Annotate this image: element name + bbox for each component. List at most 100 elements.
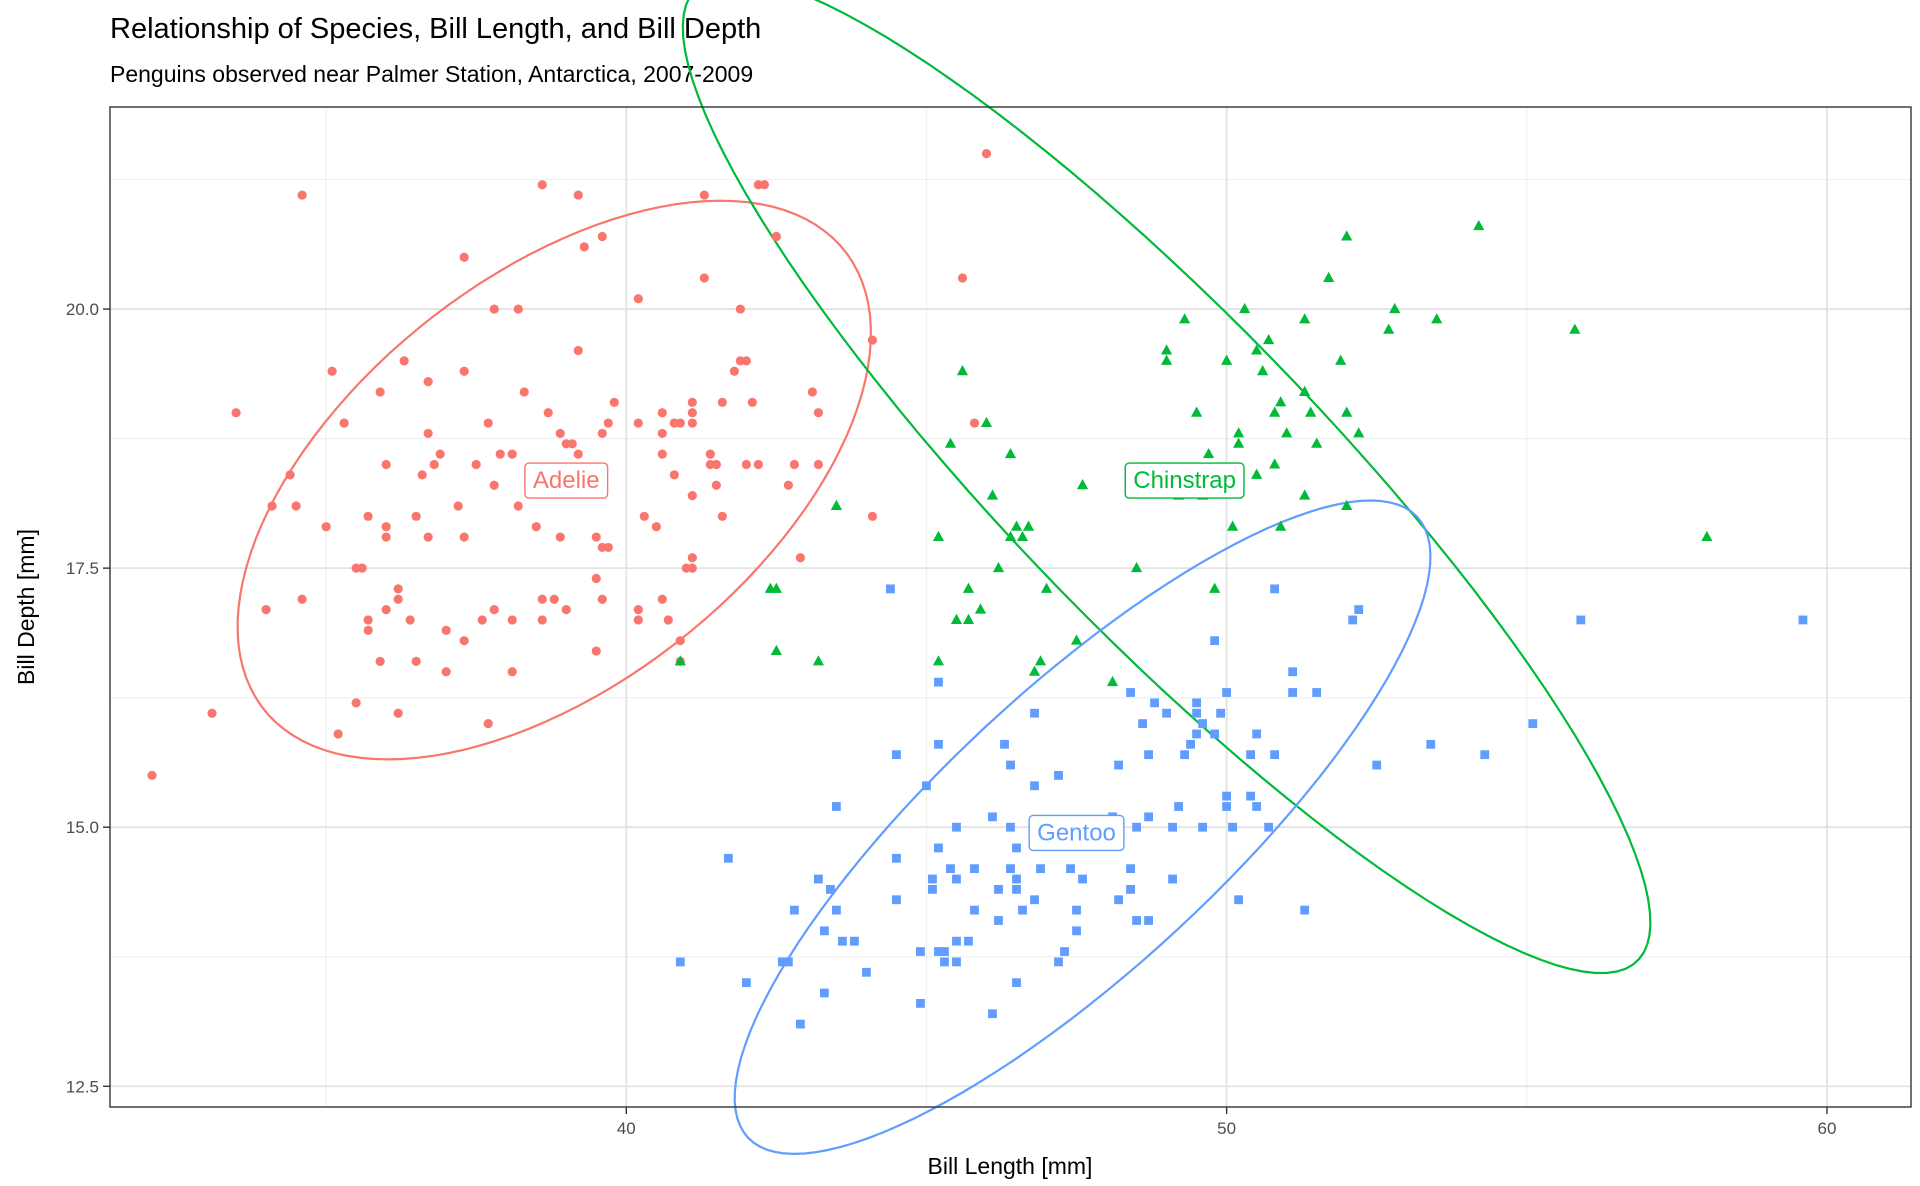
gentoo-point [838, 936, 847, 946]
adelie-point [579, 242, 589, 252]
gentoo-point [1246, 791, 1256, 801]
gentoo-point [1222, 802, 1232, 811]
adelie-point [393, 594, 403, 604]
gentoo-point [819, 926, 829, 936]
gentoo-point [940, 957, 949, 967]
adelie-point [759, 180, 769, 190]
gentoo-point [1126, 688, 1135, 697]
adelie-point [603, 542, 613, 553]
adelie-point [477, 615, 487, 625]
adelie-point [957, 273, 968, 283]
adelie-point [669, 470, 679, 480]
y-tick-label: 17.5 [66, 559, 99, 578]
chinstrap-point [1341, 230, 1353, 241]
gentoo-point [1006, 864, 1015, 874]
adelie-point [495, 449, 505, 459]
gentoo-point [1288, 667, 1298, 677]
gentoo-point [934, 677, 943, 687]
adelie-point [357, 563, 367, 573]
gentoo-point [934, 843, 943, 853]
adelie-point [297, 594, 307, 604]
adelie-point [597, 428, 607, 439]
chinstrap-point [1160, 354, 1173, 365]
chinstrap-point [1221, 354, 1233, 365]
gentoo-point [892, 895, 901, 905]
adelie-point [519, 387, 529, 397]
chinstrap-point [1106, 675, 1119, 687]
adelie-point [489, 604, 499, 615]
gentoo-point [964, 936, 973, 946]
adelie-point [147, 770, 157, 780]
gentoo-point [1264, 822, 1274, 832]
adelie-point [687, 563, 697, 573]
gentoo-point [1144, 916, 1153, 925]
adelie-ellipse [236, 199, 872, 761]
gentoo-point [1576, 615, 1586, 625]
gentoo-point [1138, 719, 1147, 728]
chinstrap-point [1010, 520, 1023, 531]
chinstrap-point [962, 582, 975, 593]
gentoo-point [1114, 895, 1123, 905]
gentoo-point [952, 822, 961, 832]
adelie-point [423, 377, 433, 387]
gentoo-point [934, 947, 943, 956]
adelie-point [285, 470, 295, 480]
gentoo-point [795, 1019, 805, 1029]
adelie-point [435, 449, 445, 459]
chinstrap-point [1269, 406, 1281, 417]
adelie-point [555, 532, 565, 542]
chinstrap-point [1701, 530, 1713, 542]
adelie-point [537, 180, 547, 190]
chinstrap-point [1022, 520, 1035, 531]
chinstrap-point [1070, 634, 1083, 645]
adelie-point [513, 304, 523, 314]
adelie-point [393, 708, 403, 718]
gentoo-point [952, 957, 961, 967]
gentoo-point [1132, 916, 1141, 925]
chinstrap-ellipse [681, 0, 1652, 975]
adelie-point [231, 408, 241, 418]
gentoo-point [952, 936, 961, 946]
chinstrap-point [812, 655, 824, 666]
adelie-point [399, 356, 409, 366]
plot-border [109, 106, 1912, 1108]
gentoo-point [1132, 822, 1141, 832]
gentoo-point [813, 874, 823, 884]
adelie-point [675, 636, 685, 646]
adelie-point [375, 656, 385, 667]
chinstrap-label: Chinstrap [1124, 462, 1245, 499]
chinstrap-point [1251, 344, 1263, 355]
adelie-point [543, 408, 553, 418]
chinstrap-point [1203, 447, 1215, 459]
adelie-point [381, 604, 391, 615]
chinstrap-point [1353, 427, 1365, 438]
adelie-point [531, 522, 541, 532]
gentoo-point [970, 905, 979, 915]
gentoo-point [1798, 615, 1808, 625]
gentoo-point [741, 978, 751, 988]
gentoo-point [928, 874, 937, 884]
chinstrap-point [1191, 406, 1203, 417]
gentoo-point [1270, 584, 1280, 594]
adelie-point [687, 553, 697, 563]
x-tick-label: 40 [617, 1119, 636, 1138]
chinstrap-point [1263, 333, 1275, 345]
gentoo-point [1300, 905, 1310, 915]
adelie-point [591, 646, 601, 656]
chinstrap-point [1569, 323, 1581, 334]
chinstrap-point [986, 489, 999, 500]
gentoo-point [1180, 750, 1189, 760]
gentoo-point [1012, 874, 1021, 884]
chart-title: Relationship of Species, Bill Length, an… [110, 13, 761, 45]
chinstrap-point [1233, 437, 1245, 448]
chinstrap-label-text: Chinstrap [1133, 467, 1236, 494]
chinstrap-point [1130, 561, 1143, 573]
gentoo-point [862, 967, 871, 977]
chinstrap-point [1275, 396, 1287, 407]
gentoo-point [1030, 708, 1039, 718]
chinstrap-point [974, 603, 987, 614]
chinstrap-point [992, 561, 1005, 573]
gentoo-point [826, 884, 835, 894]
adelie-point [813, 408, 823, 418]
gentoo-point [1222, 791, 1232, 801]
